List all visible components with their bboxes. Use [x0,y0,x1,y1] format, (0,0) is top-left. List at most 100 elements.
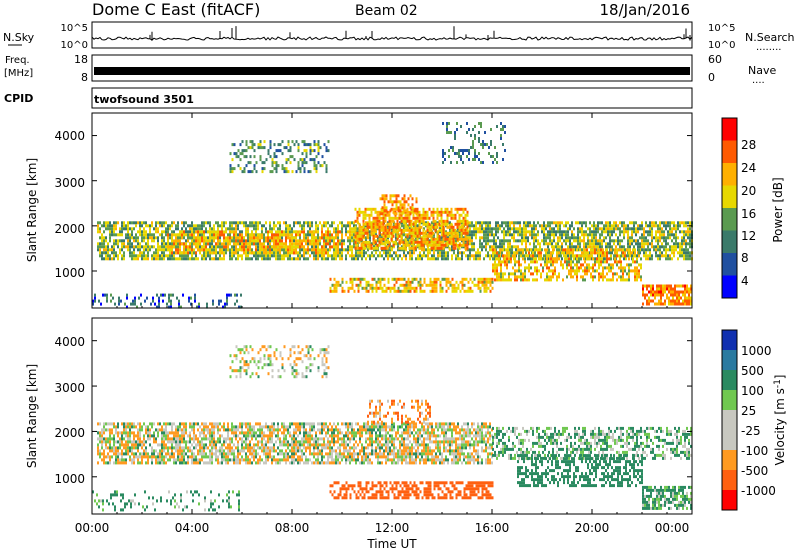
data-cell [659,251,661,255]
data-cell [145,254,147,258]
data-cell [491,277,494,281]
data-cell [331,224,333,228]
data-cell [239,221,241,225]
data-cell [217,245,219,249]
data-cell [103,245,105,249]
data-cell [339,230,341,234]
data-cell [424,213,427,217]
data-cell [572,269,574,273]
data-cell [649,254,651,258]
data-cell [483,245,485,249]
data-cell [525,236,527,240]
data-cell [267,236,269,240]
data-cell [143,248,145,252]
data-cell [616,260,618,264]
data-cell [550,275,552,279]
data-cell [327,227,329,231]
data-cell [448,210,451,214]
data-cell [689,245,691,249]
data-cell [123,242,125,246]
data-cell [547,230,549,234]
data-cell [145,248,147,252]
data-cell [313,158,316,162]
data-cell [450,240,453,244]
data-cell [245,245,247,249]
data-cell [569,224,571,228]
data-cell [586,269,588,273]
data-cell [430,237,433,241]
data-cell [257,233,259,237]
data-cell [429,289,432,293]
data-cell [307,221,309,225]
data-cell [661,242,663,246]
data-cell [489,245,491,249]
data-cell [386,213,389,217]
data-cell [414,240,417,244]
data-cell [640,257,642,261]
data-cell [341,257,343,261]
data-cell [147,242,149,246]
data-cell [546,263,548,267]
data-cell [426,225,429,229]
data-cell [381,286,384,290]
data-cell [687,242,689,246]
data-cell [479,257,481,261]
data-cell [411,280,414,284]
data-cell [686,296,688,300]
data-cell [609,245,611,249]
data-cell [120,299,122,303]
data-cell [171,257,173,261]
data-cell [390,216,393,220]
data-cell [620,260,622,264]
data-cell [362,210,365,214]
data-cell [329,248,331,252]
data-cell [636,260,638,264]
data-cell [657,239,659,243]
data-cell [466,237,469,241]
data-cell [657,242,659,246]
data-cell [480,161,482,164]
data-cell [153,251,155,255]
data-cell [337,251,339,255]
data-cell [634,275,636,279]
data-cell [171,236,173,240]
data-cell [478,131,480,134]
data-cell [689,227,691,231]
data-cell [657,236,659,240]
data-cell [235,257,237,261]
data-cell [193,224,195,228]
data-cell [517,221,519,225]
data-cell [181,251,183,255]
data-cell [479,286,482,290]
data-cell [293,239,295,243]
data-cell [388,234,391,238]
data-cell [684,290,686,294]
data-cell [603,257,605,261]
data-cell [139,248,141,252]
data-cell [476,155,478,158]
data-cell [475,233,477,237]
power-data-layer [92,122,693,309]
data-cell [496,263,498,267]
data-cell [259,233,261,237]
data-cell [403,203,406,207]
data-cell [565,230,567,234]
data-cell [109,221,111,225]
data-cell [619,239,621,243]
data-cell [161,230,163,234]
data-cell [677,236,679,240]
data-cell [462,222,465,226]
data-cell [157,227,159,231]
data-cell [249,170,252,174]
data-cell [568,257,570,261]
data-cell [571,230,573,234]
data-cell [475,224,477,228]
data-cell [291,233,293,237]
data-cell [528,269,530,273]
data-cell [684,302,686,306]
data-cell [247,251,249,255]
data-cell [385,254,387,258]
data-cell [271,233,273,237]
data-cell [549,224,551,228]
data-cell [140,293,142,297]
